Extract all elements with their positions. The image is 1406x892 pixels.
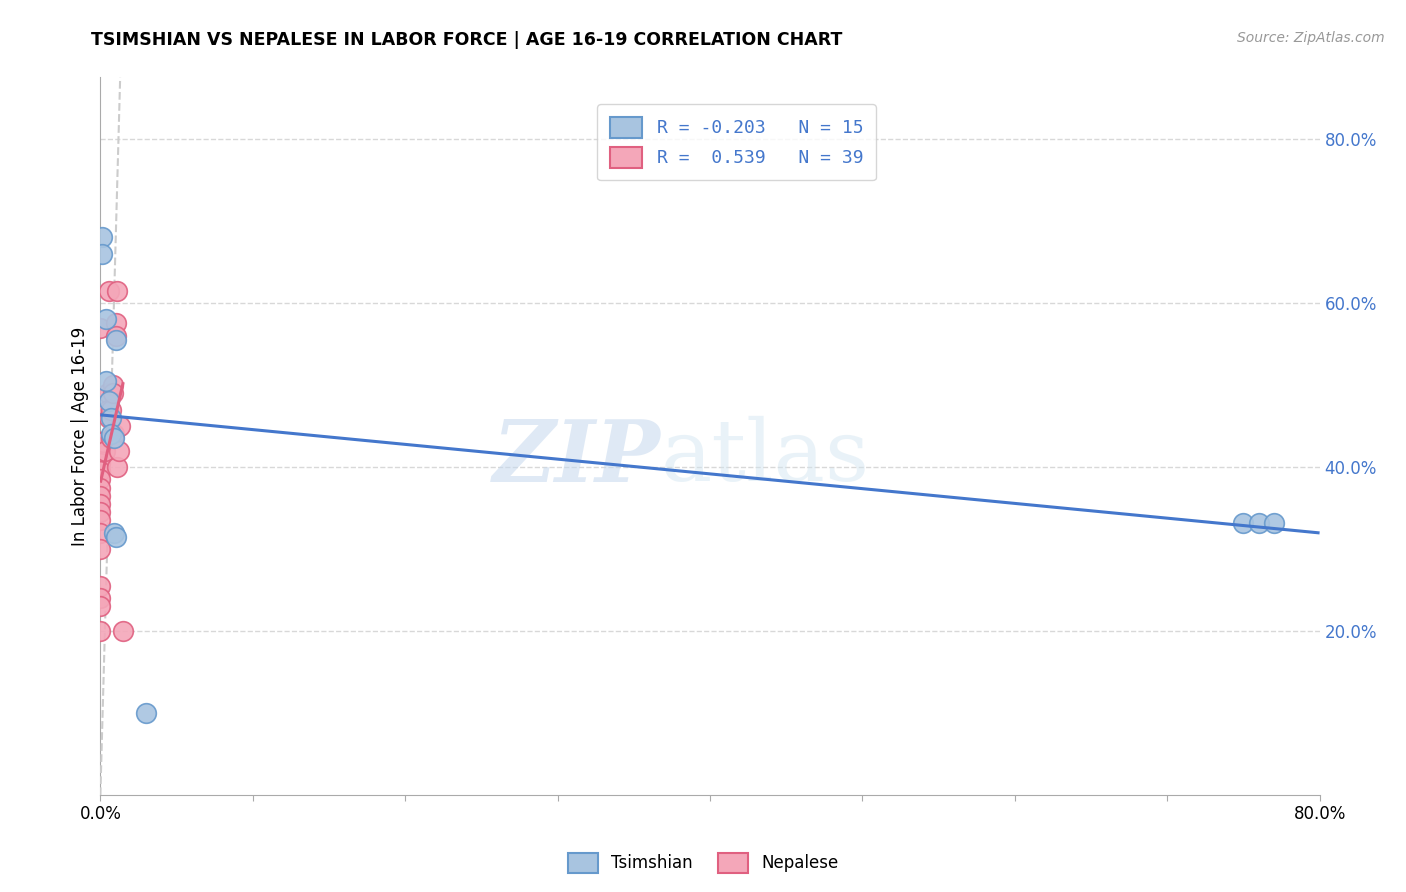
Point xyxy=(89,541,111,556)
Point xyxy=(101,386,124,401)
Point xyxy=(100,431,122,445)
Point xyxy=(89,320,111,334)
Point xyxy=(89,505,111,519)
Point xyxy=(104,530,127,544)
Point xyxy=(89,525,111,540)
Point xyxy=(89,513,111,527)
Point xyxy=(112,624,135,638)
Point xyxy=(90,246,112,260)
Text: ZIP: ZIP xyxy=(494,416,661,500)
Point xyxy=(1263,516,1285,530)
Point xyxy=(89,481,111,495)
Point xyxy=(89,443,111,458)
Point xyxy=(90,230,112,244)
Point xyxy=(104,317,127,331)
Point xyxy=(105,284,128,298)
Point xyxy=(96,374,118,388)
Text: Source: ZipAtlas.com: Source: ZipAtlas.com xyxy=(1237,31,1385,45)
Point xyxy=(104,328,127,343)
Point xyxy=(93,435,115,450)
Point xyxy=(108,419,131,434)
Point xyxy=(104,333,127,347)
Point xyxy=(98,410,121,425)
Point xyxy=(101,378,124,392)
Point xyxy=(97,386,120,401)
Point xyxy=(100,410,122,425)
Point xyxy=(89,624,111,638)
Point xyxy=(89,579,111,593)
Point xyxy=(103,427,125,442)
Point xyxy=(89,448,111,462)
Text: TSIMSHIAN VS NEPALESE IN LABOR FORCE | AGE 16-19 CORRELATION CHART: TSIMSHIAN VS NEPALESE IN LABOR FORCE | A… xyxy=(91,31,842,49)
Point xyxy=(100,427,122,442)
Point xyxy=(96,312,118,326)
Point xyxy=(105,460,128,475)
Point xyxy=(1247,516,1270,530)
Point xyxy=(98,394,121,409)
Y-axis label: In Labor Force | Age 16-19: In Labor Force | Age 16-19 xyxy=(72,326,89,546)
Point xyxy=(89,472,111,486)
Point xyxy=(97,402,120,417)
Legend: Tsimshian, Nepalese: Tsimshian, Nepalese xyxy=(561,847,845,880)
Point xyxy=(107,443,129,458)
Point xyxy=(100,402,122,417)
Point xyxy=(103,431,125,445)
Point xyxy=(98,284,121,298)
Point xyxy=(89,497,111,511)
Point xyxy=(89,435,111,450)
Point xyxy=(89,489,111,503)
Point xyxy=(1232,516,1254,530)
Point xyxy=(89,591,111,606)
Point xyxy=(89,435,111,450)
Point xyxy=(94,443,117,458)
Point xyxy=(89,464,111,478)
Point xyxy=(89,456,111,470)
Point xyxy=(89,440,111,454)
Text: atlas: atlas xyxy=(661,417,870,500)
Point xyxy=(135,706,157,720)
Point xyxy=(89,599,111,614)
Point xyxy=(103,525,125,540)
Legend: R = -0.203   N = 15, R =  0.539   N = 39: R = -0.203 N = 15, R = 0.539 N = 39 xyxy=(598,104,876,180)
Point xyxy=(89,435,111,450)
